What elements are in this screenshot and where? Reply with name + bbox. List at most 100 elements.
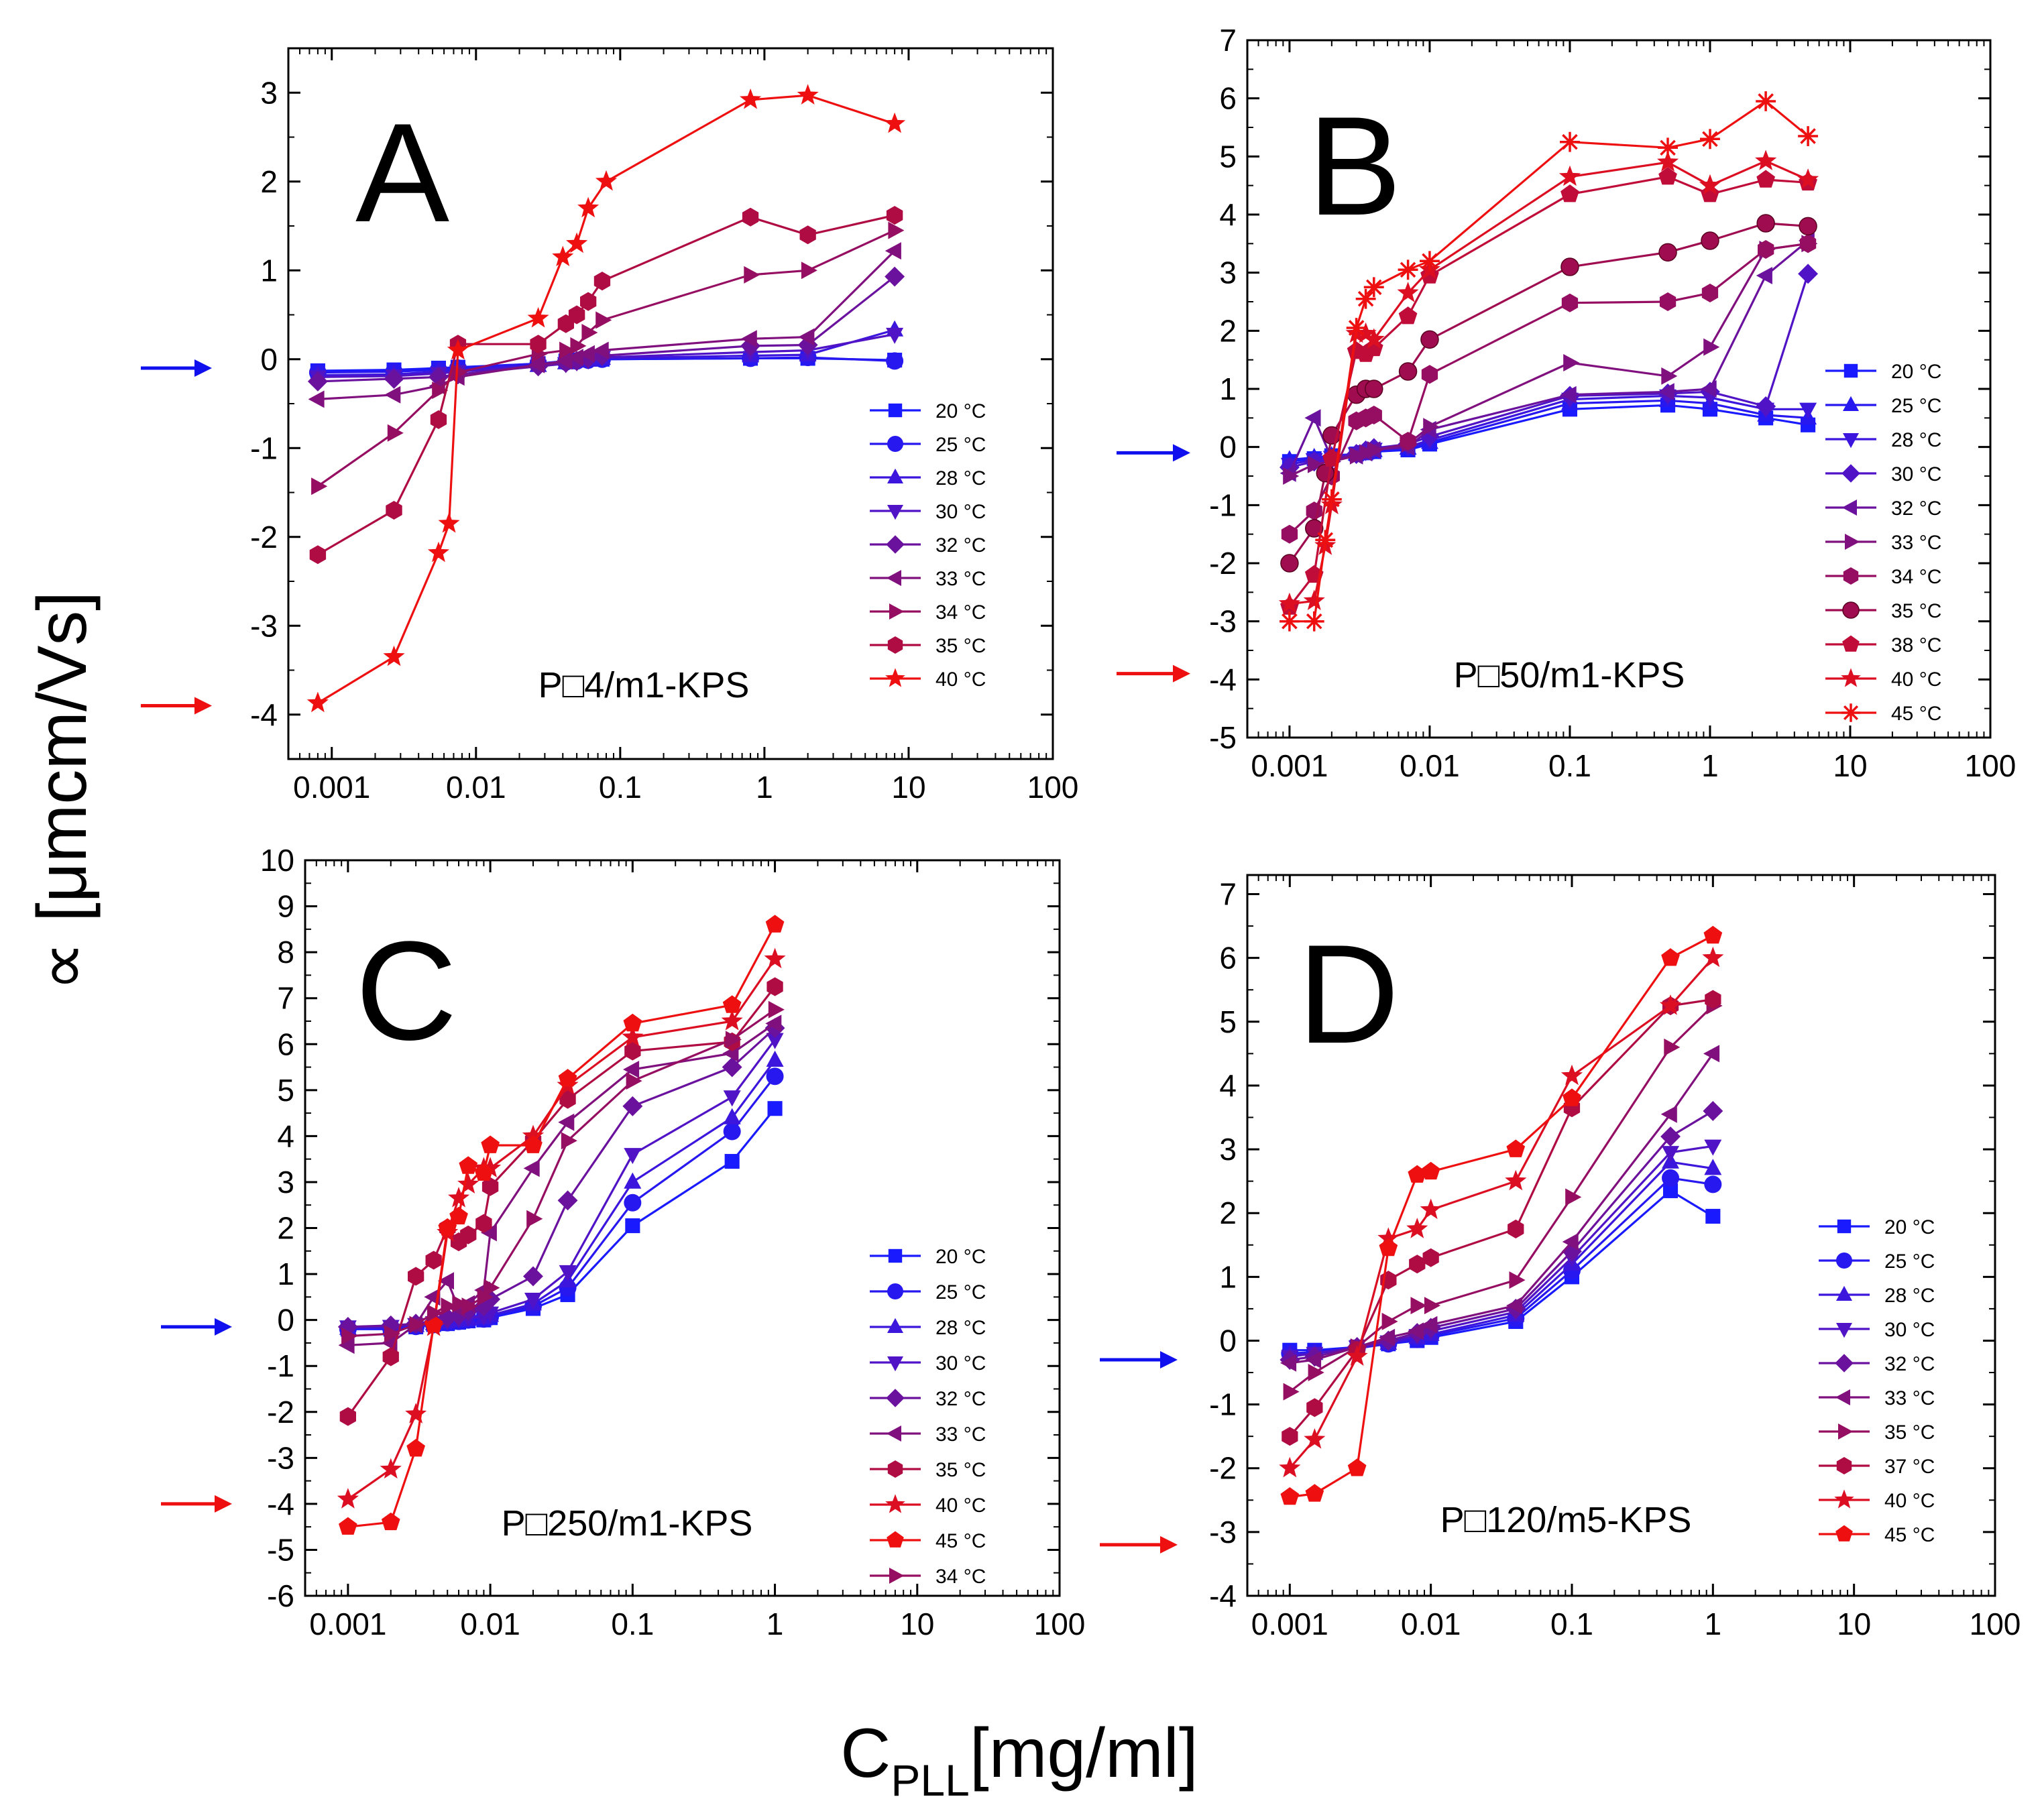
data-point xyxy=(1701,284,1719,302)
y-tick-label: 0 xyxy=(277,1303,294,1338)
data-point xyxy=(1664,1038,1681,1056)
data-point xyxy=(1798,264,1818,284)
data-point xyxy=(561,1132,577,1150)
series-line xyxy=(1290,1189,1714,1352)
legend-item: 33 °C xyxy=(870,1423,986,1446)
arrow-head xyxy=(194,359,212,377)
data-point xyxy=(1365,406,1382,424)
marker-arrows xyxy=(1117,444,1190,683)
legend-label: 34 °C xyxy=(935,1566,986,1588)
sample-name: P□50/m1-KPS xyxy=(1454,655,1685,695)
series-45c xyxy=(339,915,785,1535)
legend-label: 32 °C xyxy=(935,1388,986,1410)
panels: 0.001 0.01 0.1 1 10 100-4-3-2-10123AP□4/m1-KP… xyxy=(141,23,2021,1641)
legend-marker xyxy=(1835,1354,1854,1373)
data-point xyxy=(1308,455,1324,473)
data-point xyxy=(1408,1322,1424,1340)
data-point xyxy=(625,1218,640,1234)
legend-marker xyxy=(1836,1457,1852,1474)
data-point xyxy=(1658,243,1677,262)
y-tick-label: -1 xyxy=(1209,1387,1237,1422)
data-point xyxy=(1424,1297,1440,1315)
y-tick-label: 5 xyxy=(277,1073,294,1108)
legend-label: 33 °C xyxy=(935,568,986,590)
y-tick-label: -3 xyxy=(267,1440,294,1475)
data-point xyxy=(557,1190,578,1211)
y-tick-label: -3 xyxy=(1209,1515,1237,1550)
y-tick-label: -4 xyxy=(267,1487,294,1521)
data-point xyxy=(722,995,742,1013)
legend-item: 28 °C xyxy=(1819,1285,1935,1307)
legend-label: 32 °C xyxy=(1884,1353,1935,1375)
legend-marker xyxy=(885,1494,905,1513)
legend-item: 33 °C xyxy=(870,568,986,590)
y-tick-label: 0 xyxy=(1219,1323,1237,1358)
x-tick-label: 1 xyxy=(756,770,773,805)
legend-label: 20 °C xyxy=(935,1246,986,1268)
neutral-arrow xyxy=(1117,444,1190,462)
data-point xyxy=(405,1403,427,1423)
legend-label: 34 °C xyxy=(1891,566,1941,588)
y-tick-label: 5 xyxy=(1219,1004,1237,1039)
data-point xyxy=(1658,383,1674,401)
data-point xyxy=(725,1031,742,1049)
data-point xyxy=(524,1293,542,1309)
data-point xyxy=(1398,259,1418,280)
data-point xyxy=(1346,1345,1368,1366)
data-point xyxy=(457,1173,479,1193)
legend-item: 35 °C xyxy=(1819,1421,1935,1444)
data-point xyxy=(1505,1169,1527,1191)
data-point xyxy=(1321,489,1342,510)
legend-marker xyxy=(1836,1323,1852,1338)
legend: 20 °C 25 °C 28 °C 30 °C 32 °C 33 °C 34 °C 35 °C… xyxy=(1825,361,1941,725)
legend-label: 25 °C xyxy=(935,434,986,456)
data-point xyxy=(1421,365,1438,384)
data-point xyxy=(311,477,328,496)
data-point xyxy=(383,645,405,666)
y-tick-label: -2 xyxy=(267,1395,294,1430)
neutral-arrow xyxy=(1100,1351,1178,1369)
data-point xyxy=(886,206,903,225)
legend-item: 20 °C xyxy=(870,1246,986,1268)
data-point xyxy=(1560,184,1579,202)
data-point xyxy=(1705,990,1721,1009)
y-tick-label: -3 xyxy=(250,608,278,643)
legend-label: 35 °C xyxy=(935,635,986,657)
y-tick-label: 1 xyxy=(277,1257,294,1291)
legend-label: 28 °C xyxy=(935,467,986,489)
data-point xyxy=(1304,409,1321,427)
data-point xyxy=(1280,1487,1300,1505)
legend-item: 40 °C xyxy=(870,1494,986,1517)
data-point xyxy=(1408,1165,1427,1183)
data-point xyxy=(425,1250,442,1270)
data-point xyxy=(1283,1383,1300,1401)
data-point xyxy=(724,1154,740,1169)
data-point xyxy=(1704,1139,1722,1156)
data-point xyxy=(1657,151,1679,172)
legend-label: 25 °C xyxy=(1891,395,1941,417)
data-point xyxy=(1303,589,1325,610)
data-point xyxy=(438,1218,457,1236)
data-point xyxy=(1305,1351,1322,1369)
data-point xyxy=(461,1297,478,1316)
legend-marker xyxy=(1843,363,1858,378)
data-point xyxy=(567,349,583,367)
data-point xyxy=(380,1458,402,1479)
data-point xyxy=(766,1033,784,1049)
data-point xyxy=(622,1026,644,1047)
legend-marker xyxy=(1841,703,1860,722)
data-point xyxy=(766,977,783,996)
y-tick-label: 2 xyxy=(260,164,278,199)
panel-c: 0.001 0.01 0.1 1 10 100 -6 -5 -4 -3 -2 -1 0 1 2 3 4 5 6 7 8 9… xyxy=(161,843,1085,1641)
data-point xyxy=(723,1108,741,1124)
y-tick-label: 10 xyxy=(260,843,294,878)
data-point xyxy=(1705,1208,1721,1224)
data-point xyxy=(580,292,597,311)
y-tick-label: -5 xyxy=(267,1532,294,1567)
data-point xyxy=(798,328,815,346)
arrow-head xyxy=(194,697,212,715)
data-point xyxy=(481,1135,500,1153)
legend-marker xyxy=(1841,464,1860,483)
y-tick-label: -2 xyxy=(1209,1451,1237,1486)
data-point xyxy=(427,1304,443,1322)
